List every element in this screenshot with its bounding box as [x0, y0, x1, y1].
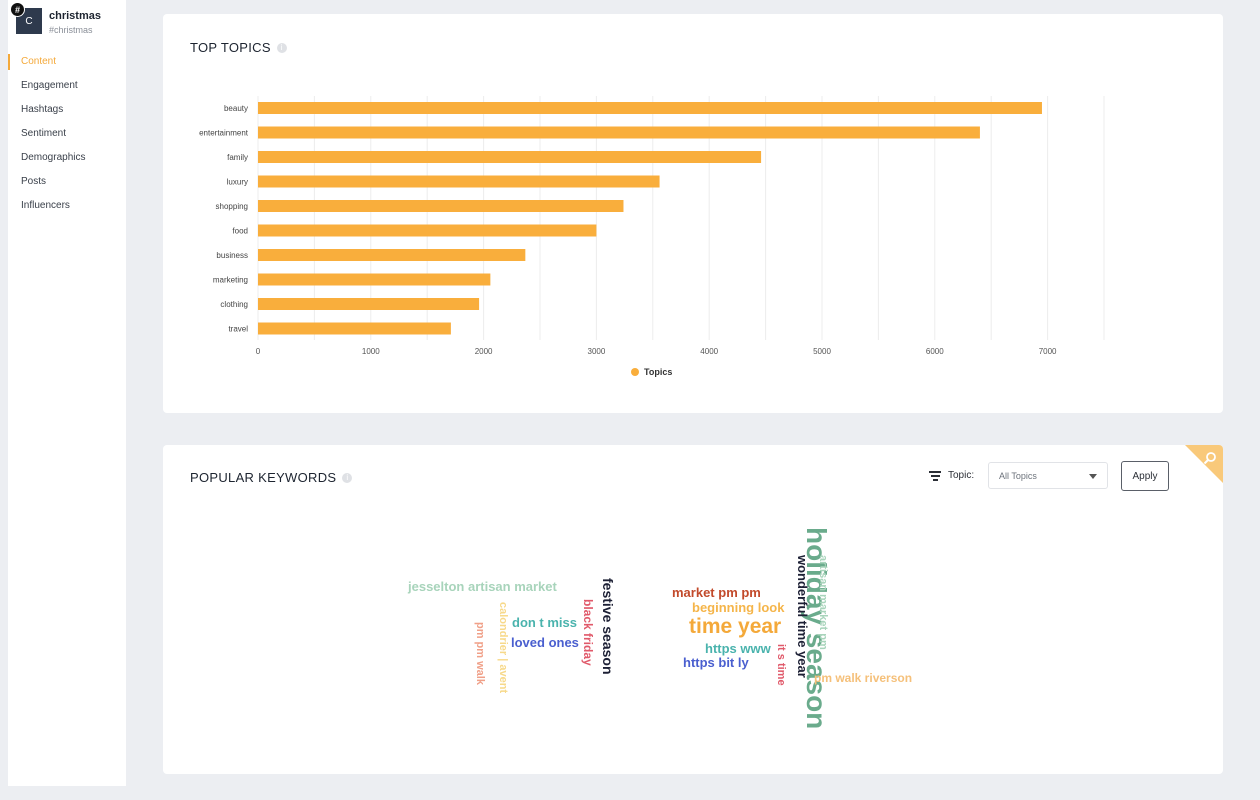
- chevron-down-icon: [1089, 474, 1097, 479]
- keyword-https-www[interactable]: https www: [705, 641, 771, 656]
- category-label: shopping: [216, 202, 248, 211]
- keyword-loved-ones[interactable]: loved ones: [511, 635, 579, 650]
- keyword-calondrier-avent[interactable]: calondrier | avent: [497, 602, 509, 694]
- profile-handle: #christmas: [49, 25, 93, 35]
- category-label: marketing: [213, 276, 248, 285]
- x-tick-label: 5000: [813, 347, 831, 356]
- sidebar-item-influencers[interactable]: Influencers: [21, 200, 70, 211]
- filter-icon: [929, 471, 941, 481]
- x-tick-label: 4000: [700, 347, 718, 356]
- category-label: clothing: [220, 300, 248, 309]
- avatar-letter: C: [25, 15, 33, 27]
- top-topics-title-text: TOP TOPICS: [190, 40, 271, 55]
- keyword-jesselton-artisan-market[interactable]: jesselton artisan market: [408, 579, 557, 594]
- info-icon[interactable]: i: [276, 42, 287, 53]
- hashtag-badge-icon: #: [10, 2, 25, 17]
- apply-button[interactable]: Apply: [1121, 461, 1169, 491]
- keyword-time-year[interactable]: time year: [689, 615, 782, 638]
- bar-shopping: [258, 200, 624, 212]
- keyword-market-pm-pm[interactable]: market pm pm: [672, 585, 761, 600]
- top-topics-bar-chart: 0 1000 2000 3000 4000 5000 6000 7000 beauty enter…: [199, 96, 1105, 377]
- sidebar-item-demographics[interactable]: Demographics: [21, 152, 86, 163]
- category-label: business: [216, 251, 248, 260]
- keyword-pm-walk-riverson[interactable]: pm walk riverson: [814, 671, 913, 685]
- x-tick-label: 6000: [926, 347, 944, 356]
- keyword-don-t-miss[interactable]: don t miss: [512, 615, 578, 630]
- info-icon[interactable]: i: [342, 472, 353, 483]
- search-corner-tab[interactable]: [1185, 445, 1223, 483]
- bar-clothing: [258, 298, 480, 310]
- category-label: travel: [228, 325, 248, 334]
- sidebar-item-posts[interactable]: Posts: [21, 176, 47, 187]
- top-topics-title: TOP TOPICS i: [190, 40, 287, 55]
- keyword-artisan-market-pm[interactable]: artisan market pm: [817, 555, 829, 650]
- keyword-beginning-look[interactable]: beginning look: [692, 600, 785, 615]
- top-topics-card: TOP TOPICS i 0 1000 2000 3000 4000 5000 6000 700…: [163, 14, 1223, 413]
- legend-label: Topics: [644, 367, 672, 377]
- x-tick-label: 2000: [475, 347, 493, 356]
- keyword-black-friday[interactable]: black friday: [581, 599, 595, 666]
- bar-luxury: [258, 175, 660, 188]
- bar-beauty: [258, 102, 1042, 114]
- bar-food: [258, 224, 597, 237]
- sidebar: C # christmas #christmas Content Engagem…: [8, 0, 126, 786]
- bar-travel: [258, 322, 451, 335]
- sidebar-item-engagement[interactable]: Engagement: [21, 80, 78, 91]
- keyword-wonderful-time-year[interactable]: wonderful time year: [795, 555, 810, 678]
- category-label: luxury: [227, 178, 248, 187]
- bar-family: [258, 151, 762, 163]
- popular-keywords-card: POPULAR KEYWORDS i Topic: All Topics Appl…: [163, 445, 1223, 774]
- bar-business: [258, 249, 526, 261]
- sidebar-item-content[interactable]: Content: [8, 54, 126, 78]
- keyword-it-s-time[interactable]: it s time: [775, 644, 787, 686]
- legend-marker: [631, 368, 639, 376]
- popular-keywords-title-text: POPULAR KEYWORDS: [190, 470, 337, 485]
- keyword-festive-season[interactable]: festive season: [600, 578, 616, 675]
- keyword-https-bit-ly[interactable]: https bit ly: [683, 655, 749, 670]
- sidebar-item-sentiment[interactable]: Sentiment: [21, 128, 67, 139]
- x-tick-label: 1000: [362, 347, 380, 356]
- bar-marketing: [258, 273, 491, 286]
- bar-entertainment: [258, 126, 980, 139]
- topic-select[interactable]: All Topics: [988, 462, 1108, 489]
- x-tick-label: 7000: [1039, 347, 1057, 356]
- profile-name: christmas: [49, 10, 101, 22]
- sidebar-nav: Content Engagement Hashtags Sentiment De…: [8, 54, 126, 222]
- x-tick-label: 3000: [588, 347, 606, 356]
- category-label: beauty: [224, 104, 248, 113]
- category-label: entertainment: [199, 129, 249, 138]
- search-icon[interactable]: [1203, 451, 1217, 465]
- topic-filter-label: Topic:: [948, 470, 975, 481]
- category-label: food: [232, 227, 248, 236]
- keyword-pm-pm-walk[interactable]: pm pm walk: [474, 622, 486, 685]
- popular-keywords-title: POPULAR KEYWORDS i: [190, 470, 353, 485]
- topic-select-value: All Topics: [999, 471, 1037, 481]
- profile-header[interactable]: C # christmas #christmas: [10, 2, 126, 48]
- category-label: family: [227, 153, 248, 162]
- x-tick-label: 0: [256, 347, 261, 356]
- sidebar-item-hashtags[interactable]: Hashtags: [21, 104, 64, 115]
